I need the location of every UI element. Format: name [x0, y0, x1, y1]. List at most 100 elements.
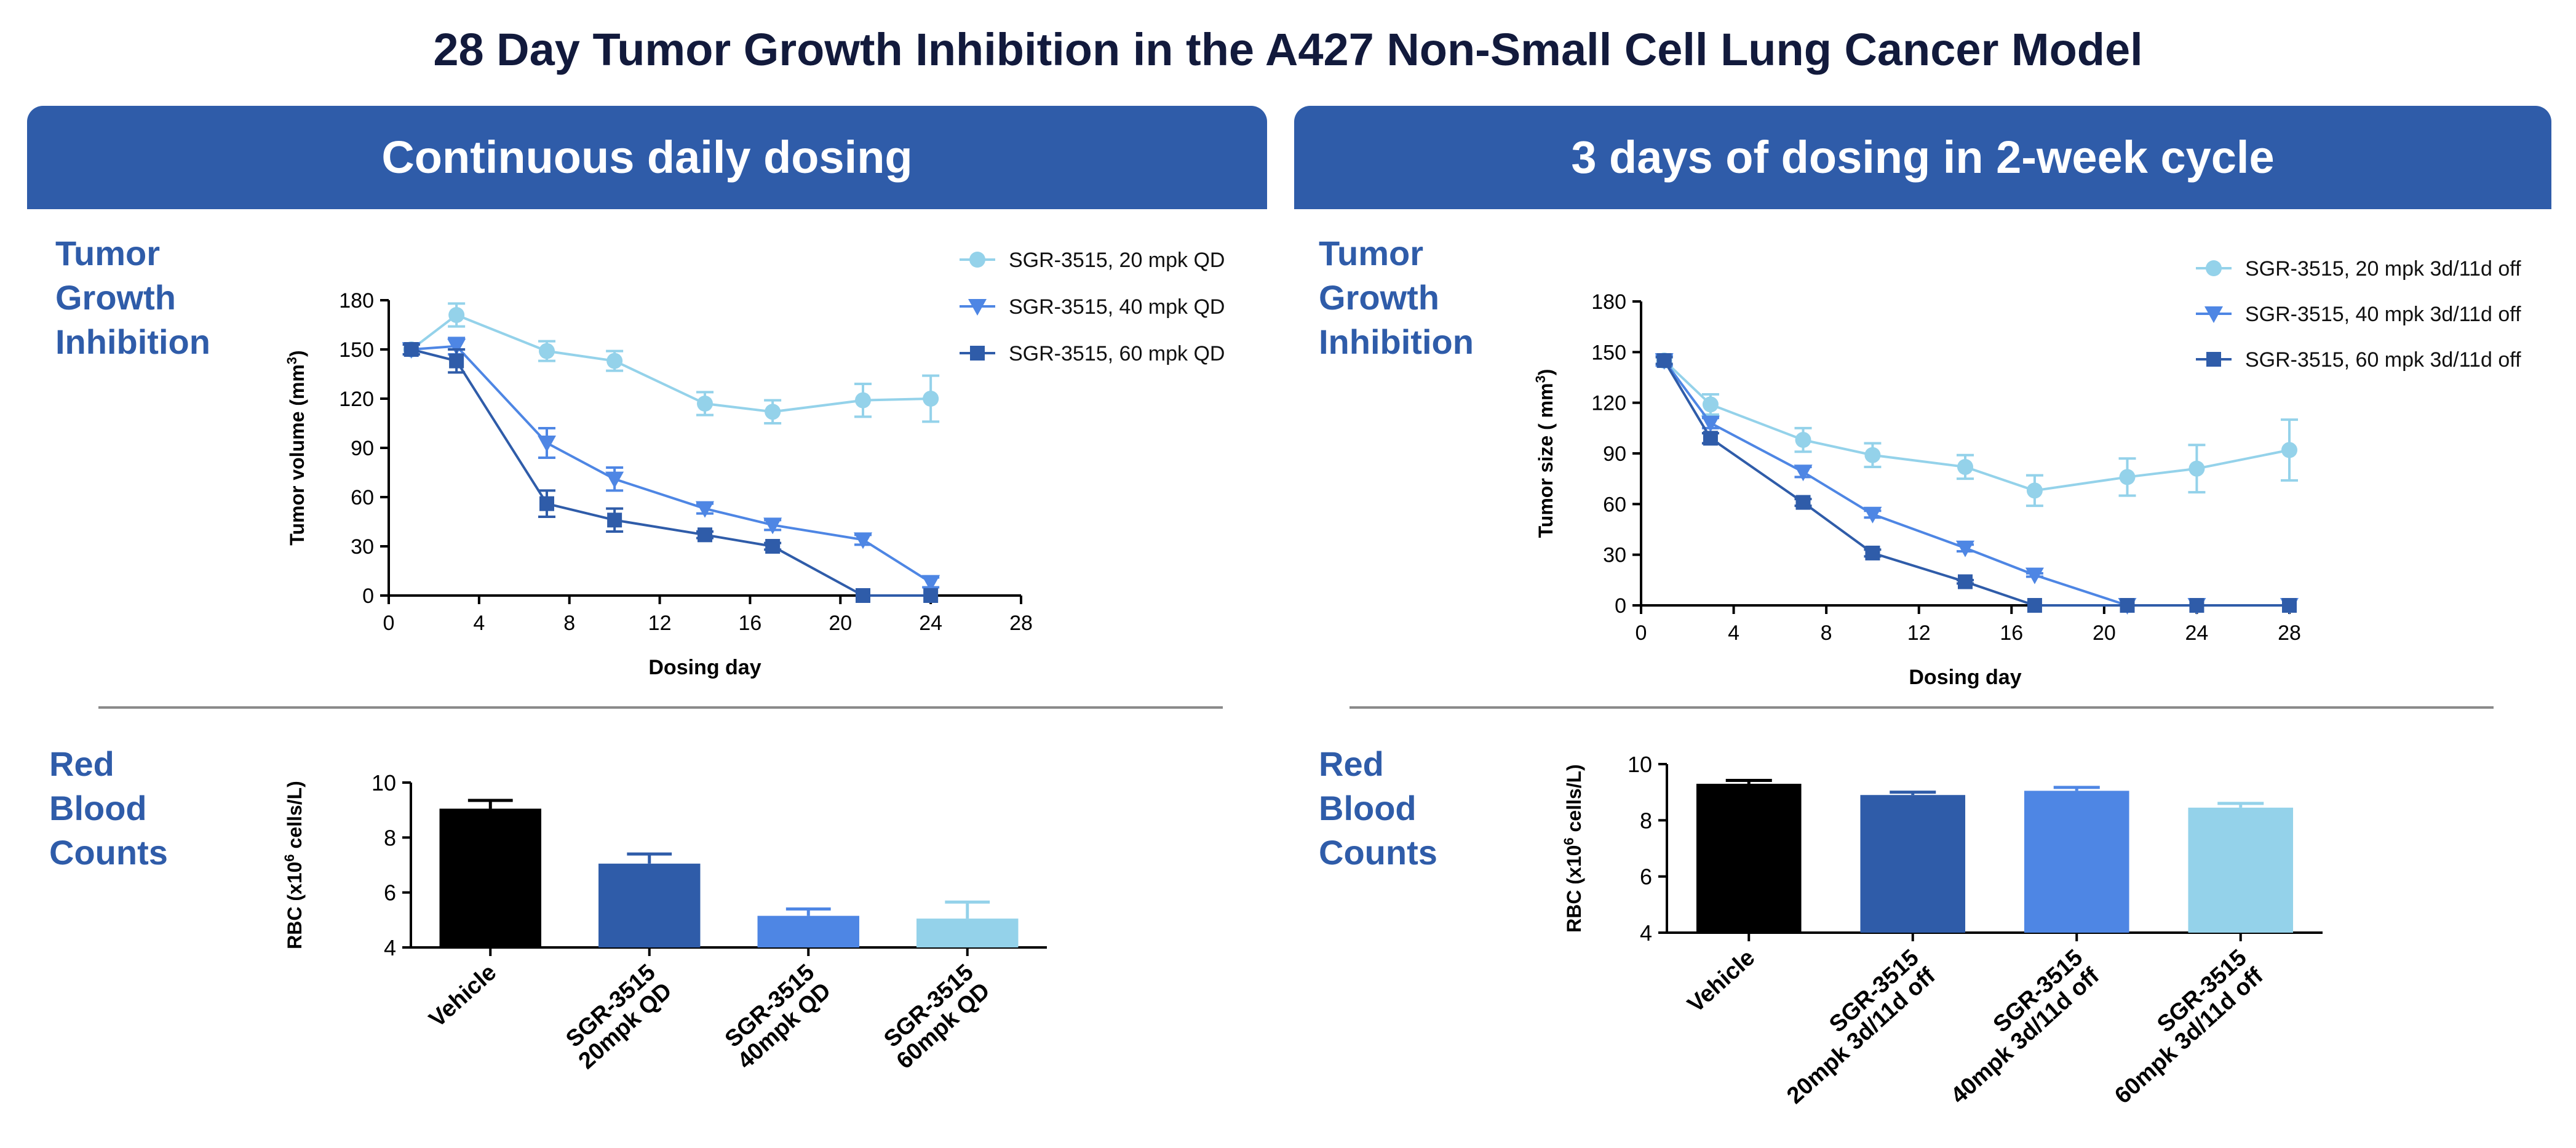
data-point [923, 391, 939, 407]
bar [1696, 783, 1802, 933]
bar [598, 863, 701, 947]
tumor-label-line: Tumor [55, 234, 161, 273]
series-line [411, 345, 932, 584]
legend-label: SGR-3515, 40 mpk 3d/11d off [2245, 303, 2521, 326]
y-tick-label: 8 [384, 825, 396, 850]
x-tick-label: 24 [919, 612, 942, 635]
data-point [539, 343, 555, 359]
y-axis-label: Tumor volume (mm3) [284, 350, 309, 545]
tumor-growth-label-cycle: Tumor Growth Inhibition [1319, 231, 1474, 364]
y-tick-label: 0 [1615, 594, 1626, 618]
data-point [1701, 415, 1720, 432]
category-label: SGR-351520mpk 3d/11d off [1766, 944, 1941, 1109]
data-point [856, 588, 870, 603]
y-tick-label: 90 [351, 437, 374, 460]
tumor-growth-chart-cycle-plot: 0 4 8 12 16 20 24 28 0 30 60 90 120 150 180 Dosing day T… [1533, 257, 2522, 689]
bar [916, 919, 1019, 947]
data-point [2282, 598, 2297, 613]
data-point [607, 512, 622, 528]
legend-label: SGR-3515, 20 mpk QD [1009, 249, 1225, 272]
data-point [969, 252, 985, 268]
data-point [2027, 598, 2042, 613]
rbc-label-line: Blood [49, 789, 147, 827]
data-point [2026, 482, 2043, 499]
data-point [1958, 574, 1973, 589]
y-tick-label: 60 [351, 486, 374, 509]
y-tick-label: 6 [1640, 864, 1652, 890]
y-tick-label: 8 [1640, 808, 1652, 833]
x-axis-label: Dosing day [1909, 666, 2021, 689]
x-tick-label: 12 [1907, 621, 1931, 645]
y-tick-label: 60 [1603, 493, 1626, 516]
x-tick-label: 28 [1009, 612, 1033, 635]
x-tick-label: 4 [1728, 621, 1739, 645]
data-point [1865, 545, 1880, 560]
series-square: SGR-3515, 60 mpk QD [402, 342, 1225, 603]
x-tick-label: 28 [2278, 621, 2301, 645]
data-point [765, 404, 781, 420]
x-tick-label: 16 [739, 612, 762, 635]
y-tick-label: 30 [351, 535, 374, 559]
x-tick-label: 0 [1636, 621, 1647, 645]
category-label: SGR-351560mpk 3d/11d off [2094, 944, 2268, 1109]
bar [2188, 807, 2294, 933]
y-axis-label: RBC (x106 cells/L) [282, 781, 306, 949]
y-tick-label: 120 [339, 388, 374, 411]
y-tick-label: 150 [1591, 341, 1626, 364]
series-circle: SGR-3515, 20 mpk QD [402, 249, 1225, 425]
bar [2024, 791, 2129, 933]
x-tick-label: 0 [383, 612, 395, 635]
data-point [1863, 506, 1882, 524]
data-point [1794, 464, 1813, 482]
data-point [2189, 598, 2204, 613]
data-point [539, 496, 554, 511]
x-tick-label: 16 [2000, 621, 2023, 645]
data-point [923, 588, 939, 603]
legend-label: SGR-3515, 60 mpk QD [1009, 342, 1225, 365]
panel-header-cycle: 3 days of dosing in 2-week cycle [1294, 106, 2551, 209]
data-point [448, 307, 465, 323]
x-tick-label: 12 [648, 612, 672, 635]
page-title: 28 Day Tumor Growth Inhibition in the A4… [433, 24, 2143, 75]
category-label: Vehicle [1683, 944, 1760, 1018]
data-point [1795, 495, 1811, 510]
data-point [1957, 458, 1973, 475]
rbc-bar-chart-cycle: 4 6 8 10 RBC (x106 cells/L) Vehicle SGR-351520… [1561, 752, 2323, 1109]
data-point [1956, 540, 1974, 557]
y-tick-label: 0 [362, 584, 374, 608]
data-point [696, 501, 714, 518]
series-square: SGR-3515, 60 mpk 3d/11d off [1655, 348, 2521, 613]
category-label: SGR-351560mpk QD [875, 959, 995, 1074]
data-point [855, 392, 871, 409]
data-point [854, 532, 872, 549]
data-point [2206, 260, 2222, 276]
x-tick-label: 8 [563, 612, 575, 635]
bar [757, 915, 859, 947]
tumor-growth-label-continuous: Tumor Growth Inhibition [55, 231, 210, 364]
y-tick-label: 30 [1603, 544, 1626, 567]
bar [1860, 795, 1966, 933]
data-point [2025, 567, 2044, 584]
rbc-label-continuous: Red Blood Counts [49, 742, 168, 875]
tumor-label-line: Tumor [1319, 234, 1424, 273]
y-tick-label: 120 [1591, 392, 1626, 415]
tumor-label-line: Growth [1319, 278, 1439, 317]
series-line [411, 348, 931, 597]
rbc-label-line: Counts [1319, 833, 1437, 872]
rbc-bar-chart-continuous: 4 6 8 10 RBC (x106 cells/L) Vehicle SGR-351520… [282, 770, 1047, 1074]
rbc-label-line: Red [1319, 744, 1384, 783]
y-tick-label: 90 [1603, 442, 1626, 466]
data-point [606, 353, 623, 369]
rbc-label-cycle: Red Blood Counts [1319, 742, 1437, 875]
category-label: SGR-351540mpk 3d/11d off [1930, 944, 2104, 1109]
series-line [410, 313, 931, 413]
data-point [1703, 431, 1718, 446]
data-point [403, 342, 419, 357]
y-tick-label: 180 [339, 289, 374, 313]
y-tick-label: 4 [1640, 920, 1652, 946]
y-tick-label: 10 [372, 770, 396, 795]
legend-label: SGR-3515, 60 mpk 3d/11d off [2245, 348, 2521, 372]
data-point [2119, 469, 2136, 485]
series-triangle-down: SGR-3515, 40 mpk QD [402, 295, 1225, 592]
